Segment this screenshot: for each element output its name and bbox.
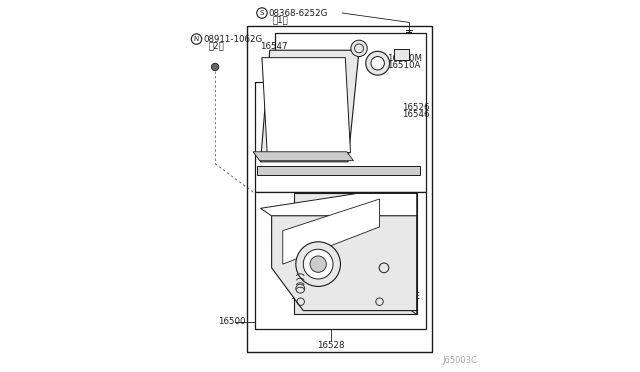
- Polygon shape: [253, 152, 353, 161]
- Circle shape: [365, 51, 390, 75]
- Circle shape: [296, 242, 340, 286]
- Text: 16598: 16598: [269, 237, 296, 246]
- Polygon shape: [394, 49, 410, 60]
- Polygon shape: [255, 33, 426, 192]
- Circle shape: [351, 40, 367, 57]
- Text: 16547: 16547: [260, 42, 287, 51]
- Text: 08368-6252G: 08368-6252G: [269, 9, 328, 17]
- Text: （2）: （2）: [209, 41, 224, 50]
- Text: S: S: [260, 10, 264, 16]
- Text: 16526: 16526: [402, 103, 429, 112]
- Polygon shape: [260, 193, 417, 314]
- Polygon shape: [248, 26, 431, 352]
- Circle shape: [310, 256, 326, 272]
- Text: N: N: [194, 36, 199, 42]
- Text: 16546: 16546: [402, 110, 429, 119]
- Text: 16580M: 16580M: [387, 54, 422, 63]
- Polygon shape: [262, 58, 351, 153]
- Text: 16528: 16528: [317, 341, 345, 350]
- Polygon shape: [271, 216, 417, 311]
- Circle shape: [211, 63, 219, 71]
- Text: 16500: 16500: [218, 317, 245, 326]
- Text: 16557G: 16557G: [291, 292, 324, 301]
- Text: 16576E: 16576E: [309, 286, 342, 295]
- Polygon shape: [255, 192, 426, 329]
- Text: 16557G: 16557G: [323, 275, 357, 284]
- Text: 16510A: 16510A: [387, 61, 420, 70]
- Circle shape: [303, 249, 333, 279]
- Polygon shape: [283, 199, 380, 264]
- Polygon shape: [257, 166, 420, 175]
- Text: 08911-1062G: 08911-1062G: [203, 35, 262, 44]
- Text: 16576E: 16576E: [387, 292, 420, 301]
- Polygon shape: [260, 50, 359, 162]
- Text: （1）: （1）: [273, 15, 288, 24]
- Text: J65003C: J65003C: [443, 356, 477, 365]
- Circle shape: [371, 57, 385, 70]
- Polygon shape: [294, 193, 417, 314]
